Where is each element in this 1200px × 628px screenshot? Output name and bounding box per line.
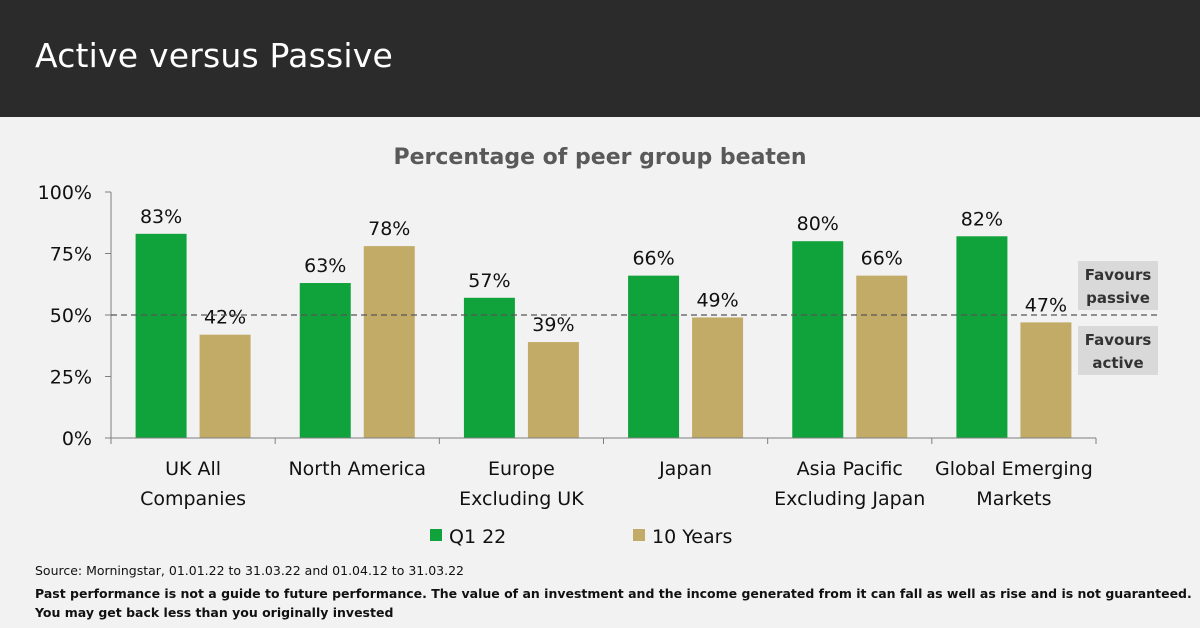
category-label: UK All [165,458,221,480]
y-tick-label: 0% [62,428,92,450]
y-tick-label: 50% [50,305,92,327]
legend-swatch [430,529,442,541]
disclaimer: Past performance is not a guide to futur… [35,584,1192,622]
legend-label: Q1 22 [449,526,506,548]
source-note: Source: Morningstar, 01.01.22 to 31.03.2… [35,563,464,578]
bar [1020,322,1072,438]
data-label: 57% [468,270,510,292]
category-label: Asia Pacific [797,458,903,480]
category-label: Excluding UK [459,488,584,510]
legend-label: 10 Years [652,526,732,548]
data-label: 49% [696,289,738,311]
annotation-text: Favours [1085,266,1152,284]
bar [628,275,680,438]
bar [792,241,844,438]
data-label: 80% [797,213,839,235]
annotation-text: active [1092,354,1143,372]
category-label: Japan [658,458,712,480]
bar [363,246,415,438]
annotation-box [1078,326,1158,375]
data-label: 83% [140,206,182,228]
bar [299,283,351,438]
category-label: Europe [488,458,555,480]
bar [692,317,744,438]
bar-chart: Percentage of peer group beaten 0% 25% 50% 7… [38,145,1158,548]
category-label: Companies [140,488,246,510]
data-label: 63% [304,255,346,277]
legend-swatch [633,529,645,541]
page-title: Active versus Passive [35,36,393,75]
disclaimer-line: Past performance is not a guide to futur… [35,586,1192,601]
y-tick-label: 75% [50,244,92,266]
y-tick-label: 100% [38,182,92,204]
data-label: 82% [961,208,1003,230]
bar [135,233,187,438]
chart-title: Percentage of peer group beaten [393,145,806,170]
bar [856,275,908,438]
y-tick-label: 25% [50,367,92,389]
bar [199,334,251,438]
disclaimer-line: You may get back less than you originall… [35,605,394,620]
data-label: 66% [632,248,674,270]
bar [463,297,515,438]
category-label: Markets [976,488,1051,510]
bar [527,342,579,438]
data-label: 66% [861,248,903,270]
annotation-box [1078,261,1158,310]
data-label: 42% [204,307,246,329]
header-bar: Active versus Passive [0,0,1200,117]
annotation-text: passive [1086,289,1150,307]
category-label: North America [288,458,426,480]
category-label: Excluding Japan [774,488,925,510]
data-label: 78% [368,218,410,240]
data-label: 39% [532,314,574,336]
annotation-text: Favours [1085,331,1152,349]
data-label: 47% [1025,294,1067,316]
bar [956,236,1008,438]
category-label: Global Emerging [935,458,1093,480]
